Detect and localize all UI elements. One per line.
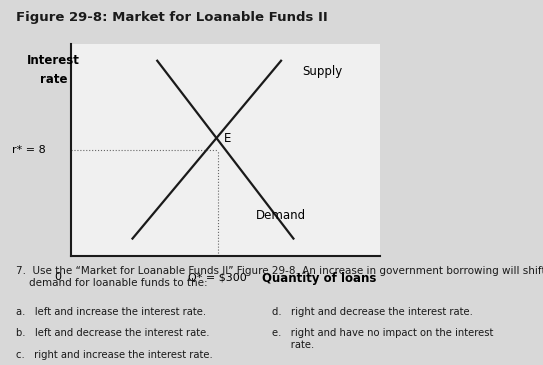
Text: d.   right and decrease the interest rate.: d. right and decrease the interest rate.: [272, 307, 472, 316]
Text: e.   right and have no impact on the interest
      rate.: e. right and have no impact on the inter…: [272, 328, 493, 350]
Text: c.   right and increase the interest rate.: c. right and increase the interest rate.: [16, 350, 213, 360]
Text: Q* = $300: Q* = $300: [188, 272, 247, 283]
Text: Demand: Demand: [256, 209, 306, 222]
Text: 7.  Use the “Market for Loanable Funds II” Figure 29-8. An increase in governmen: 7. Use the “Market for Loanable Funds II…: [16, 266, 543, 288]
Text: r* = 8: r* = 8: [12, 145, 46, 155]
Text: Quantity of loans: Quantity of loans: [262, 272, 377, 285]
Text: a.   left and increase the interest rate.: a. left and increase the interest rate.: [16, 307, 206, 316]
Text: Figure 29-8: Market for Loanable Funds II: Figure 29-8: Market for Loanable Funds I…: [16, 11, 328, 24]
Text: Interest: Interest: [27, 54, 80, 68]
Text: rate: rate: [40, 73, 67, 87]
Text: 0: 0: [55, 272, 62, 283]
Text: Supply: Supply: [303, 65, 343, 78]
Text: b.   left and decrease the interest rate.: b. left and decrease the interest rate.: [16, 328, 210, 338]
Text: E: E: [224, 132, 231, 145]
